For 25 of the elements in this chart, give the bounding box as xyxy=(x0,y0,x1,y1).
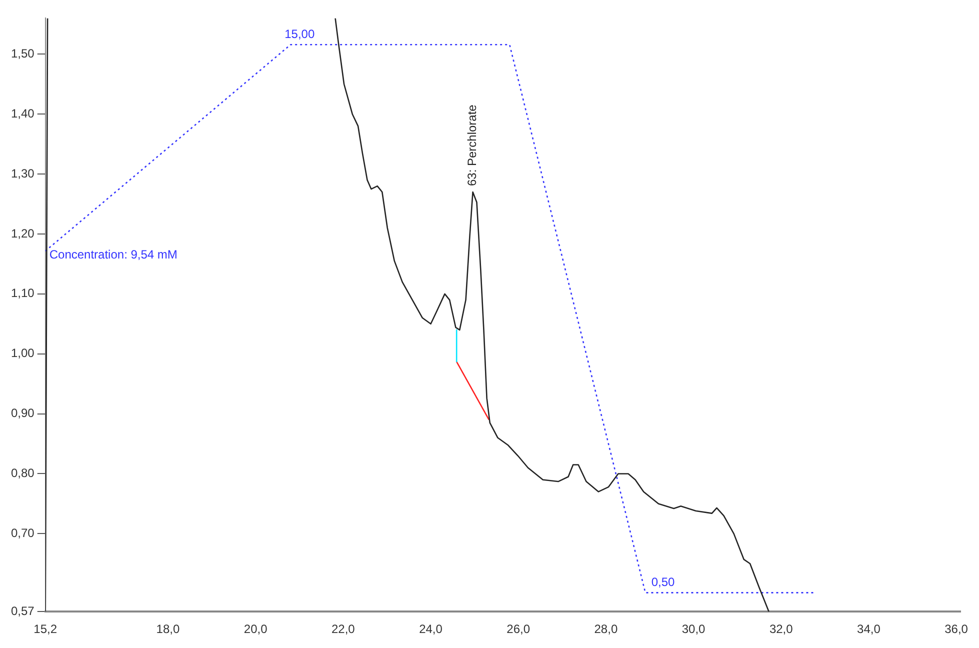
x-tick-label: 15,2 xyxy=(34,622,58,636)
y-tick-label: 0,80 xyxy=(10,466,35,480)
y-tick-label: 1,30 xyxy=(10,166,35,180)
x-tick-label: 36,0 xyxy=(944,622,968,636)
x-tick-label: 34,0 xyxy=(857,622,881,636)
data-label: Concentration: 9,54 mM xyxy=(49,247,178,262)
data-label: 0,50 xyxy=(651,575,676,590)
y-tick-label: 1,00 xyxy=(10,346,35,360)
y-tick-label: 1,20 xyxy=(10,226,35,240)
x-tick-label: 28,0 xyxy=(594,622,618,636)
x-tick-label: 20,0 xyxy=(244,622,268,636)
x-tick-label: 32,0 xyxy=(769,622,794,636)
y-tick-label: 1,10 xyxy=(10,286,35,300)
y-tick-label: 1,40 xyxy=(10,106,35,120)
y-tick-label: 0,70 xyxy=(10,526,35,540)
x-tick-label: 18,0 xyxy=(156,622,180,636)
y-tick-label: 1,50 xyxy=(10,46,35,60)
data-label: 15,00 xyxy=(284,26,315,41)
annotation: 63: Perchlorate xyxy=(465,104,480,186)
x-tick-label: 30,0 xyxy=(682,622,706,636)
y-tick-label: 0,57 xyxy=(10,604,35,618)
x-tick-label: 24,0 xyxy=(419,622,443,636)
y-tick-label: 0,90 xyxy=(10,406,35,420)
x-tick-label: 26,0 xyxy=(506,622,530,636)
x-tick-label: 22,0 xyxy=(331,622,356,636)
